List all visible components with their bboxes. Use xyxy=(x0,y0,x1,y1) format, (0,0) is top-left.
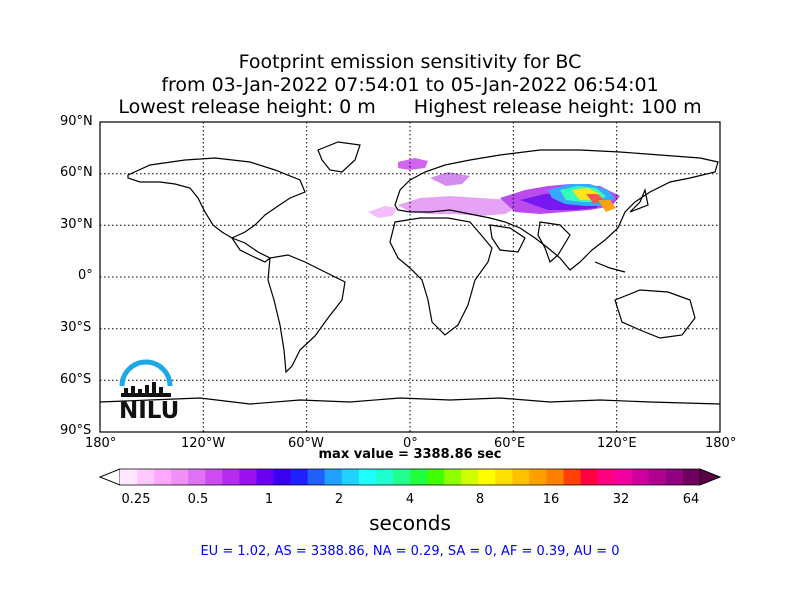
colorbar-swatch xyxy=(239,469,257,485)
colorbar-swatch xyxy=(563,469,582,485)
lat-tick-60s: 60°S xyxy=(60,372,92,387)
colorbar-swatch xyxy=(205,469,223,485)
colorbar-frame xyxy=(98,468,722,486)
lat-tick-0: 0° xyxy=(78,268,93,283)
highest-release-height: Highest release height: 100 m xyxy=(413,96,702,118)
colorbar-tick: 16 xyxy=(542,492,560,507)
lat-tick-90n: 90°N xyxy=(60,114,93,129)
graticule xyxy=(100,122,720,432)
colorbar-swatch xyxy=(614,469,633,485)
colorbar xyxy=(98,468,722,486)
title-line-3: Lowest release height: 0 m Highest releas… xyxy=(0,96,800,118)
colorbar-swatch xyxy=(410,469,428,485)
colorbar-swatch xyxy=(444,469,462,485)
colorbar-swatch xyxy=(307,469,326,485)
nilu-logo-text: NILU xyxy=(119,398,180,424)
colorbar-tick: 4 xyxy=(405,492,415,507)
colorbar-swatch xyxy=(120,469,138,485)
coastlines xyxy=(100,141,720,405)
colorbar-swatch xyxy=(512,469,530,485)
colorbar-swatch xyxy=(461,469,479,485)
lon-tick-180e: 180° xyxy=(705,436,737,451)
colorbar-tick: 64 xyxy=(682,492,700,507)
colorbar-tick: 8 xyxy=(475,492,485,507)
colorbar-swatch xyxy=(495,469,513,485)
colorbar-swatch xyxy=(290,469,309,485)
colorbar-swatch xyxy=(358,469,377,485)
lon-tick-60e: 60°E xyxy=(494,436,526,451)
max-value-text: max value = 3388.86 sec xyxy=(318,447,502,462)
map-area xyxy=(100,122,720,432)
colorbar-tick: 32 xyxy=(612,492,630,507)
colorbar-tick: 1 xyxy=(264,492,274,507)
colorbar-swatch xyxy=(171,469,189,485)
colorbar-extend-low xyxy=(98,468,121,486)
map-frame xyxy=(99,121,721,433)
lat-tick-60n: 60°N xyxy=(60,165,93,180)
colorbar-label: seconds xyxy=(369,511,451,535)
colorbar-swatch xyxy=(597,469,616,485)
colorbar-swatch xyxy=(222,469,240,485)
lat-tick-30n: 30°N xyxy=(60,217,93,232)
colorbar-tick: 2 xyxy=(334,492,344,507)
lon-tick-180w: 180° xyxy=(85,436,117,451)
colorbar-swatch xyxy=(427,469,445,485)
lon-tick-60w: 60°W xyxy=(288,436,324,451)
lat-tick-30s: 30°S xyxy=(60,320,92,335)
title-line-1: Footprint emission sensitivity for BC xyxy=(238,51,582,73)
colorbar-swatch xyxy=(631,469,650,485)
title-line-2: from 03-Jan-2022 07:54:01 to 05-Jan-2022… xyxy=(161,74,659,96)
colorbar-swatch xyxy=(341,469,360,485)
lon-tick-120w: 120°W xyxy=(181,436,226,451)
colorbar-swatch xyxy=(648,469,667,485)
lowest-release-height: Lowest release height: 0 m xyxy=(118,96,376,118)
colorbar-swatch xyxy=(529,469,547,485)
colorbar-swatch xyxy=(392,469,411,485)
colorbar-swatch xyxy=(665,469,684,485)
lon-tick-120e: 120°E xyxy=(597,436,637,451)
colorbar-extend-high xyxy=(699,468,722,486)
region-summary: EU = 1.02, AS = 3388.86, NA = 0.29, SA =… xyxy=(200,544,620,559)
colorbar-swatch xyxy=(478,469,496,485)
colorbar-swatch xyxy=(273,469,292,485)
colorbar-swatch xyxy=(154,469,172,485)
colorbar-swatch xyxy=(580,469,599,485)
nilu-logo xyxy=(119,359,173,397)
lat-tick-90s: 90°S xyxy=(60,423,92,438)
colorbar-swatch xyxy=(256,469,275,485)
lon-tick-0: 0° xyxy=(403,436,418,451)
colorbar-tick: 0.5 xyxy=(187,492,209,507)
colorbar-swatch xyxy=(188,469,206,485)
colorbar-tick: 0.25 xyxy=(121,492,151,507)
colorbar-swatch xyxy=(682,469,701,485)
colorbar-swatch xyxy=(324,469,343,485)
footprint-plume xyxy=(368,158,620,218)
colorbar-swatch xyxy=(375,469,394,485)
colorbar-swatch xyxy=(546,469,565,485)
colorbar-swatch xyxy=(137,469,155,485)
